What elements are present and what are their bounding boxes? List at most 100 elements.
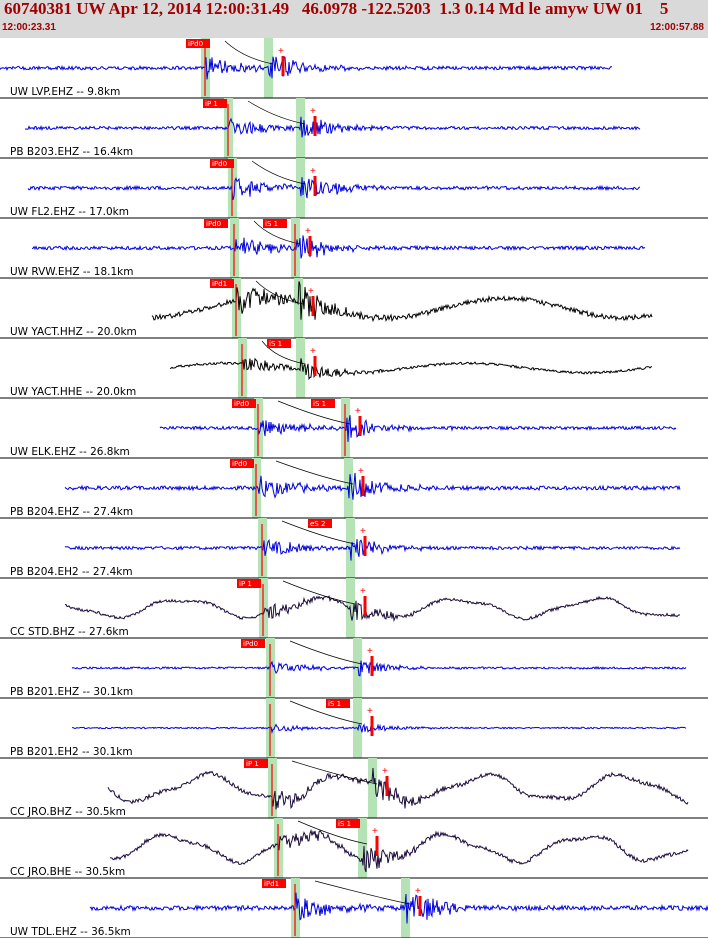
plus-marker: +	[358, 466, 364, 477]
trace-label: CC JRO.BHE -- 30.5km	[10, 866, 125, 878]
waveform	[0, 56, 613, 80]
pick-tag[interactable]	[308, 519, 332, 528]
waveform	[151, 281, 653, 323]
plus-marker: +	[310, 166, 316, 177]
waveform	[89, 892, 708, 924]
pick-label: iPd1	[212, 280, 227, 288]
pick-tag[interactable]	[237, 579, 261, 588]
pick-label: iP 1	[205, 100, 218, 108]
seismogram-panel: iPd0 + UW LVP.EHZ -- 9.8km iP 1 + PB B203.EHZ…	[0, 38, 708, 938]
pick-label: eS 2	[310, 520, 325, 528]
trace-row: iPd0 iS 1 + UW RVW.EHZ -- 18.1km	[0, 218, 708, 279]
pick-window	[358, 818, 367, 878]
pick-label: iS 1	[313, 400, 326, 408]
waveform	[159, 415, 677, 442]
plus-marker: +	[355, 406, 361, 417]
pick-label: iPd0	[212, 160, 227, 168]
plus-marker: +	[310, 346, 316, 357]
pick-label: iPd0	[232, 460, 247, 468]
plus-marker: +	[305, 226, 311, 237]
waveform	[31, 235, 646, 259]
trace-label: CC JRO.BHZ -- 30.5km	[10, 806, 126, 818]
pick-label: iP 1	[246, 760, 259, 768]
travel-time-curve	[247, 100, 306, 125]
trace-label: UW FL2.EHZ -- 17.0km	[10, 206, 129, 218]
pick-tag[interactable]	[210, 159, 234, 168]
trace-label: UW ELK.EHZ -- 26.8km	[10, 446, 130, 458]
pick-label: iPd0	[206, 220, 221, 228]
trace-label: PB B203.EHZ -- 16.4km	[10, 146, 133, 158]
trace-label: UW YACT.HHE -- 20.0km	[10, 386, 136, 398]
pick-label: iPd1	[264, 880, 279, 888]
pick-label: iS 1	[269, 340, 282, 348]
pick-tag[interactable]	[263, 219, 287, 228]
trace-row: iPd0 + PB B204.EHZ -- 27.4km	[0, 458, 708, 519]
pick-tag[interactable]	[203, 99, 227, 108]
pick-tag[interactable]	[262, 879, 286, 888]
trace-label: PB B204.EHZ -- 27.4km	[10, 506, 133, 518]
travel-time-curve	[291, 760, 378, 785]
pick-tag[interactable]	[267, 339, 291, 348]
pick-window	[294, 278, 303, 338]
pick-tag[interactable]	[204, 219, 228, 228]
trace-row: iP 1 + CC STD.BHZ -- 27.6km	[0, 578, 708, 639]
trace-label: PB B204.EH2 -- 27.4km	[10, 566, 133, 578]
waveform	[71, 660, 687, 677]
trace-row: iS 1 + UW YACT.HHE -- 20.0km	[0, 338, 708, 399]
pick-tag[interactable]	[232, 399, 256, 408]
pick-tag[interactable]	[326, 699, 350, 708]
plus-marker: +	[278, 46, 284, 57]
waveform	[24, 116, 641, 138]
waveform	[169, 357, 653, 381]
plus-marker: +	[367, 646, 373, 657]
pick-label: iPd0	[234, 400, 249, 408]
pick-label: iS 1	[328, 700, 341, 708]
waveform	[64, 595, 681, 623]
trace-row: iPd0 + PB B201.EHZ -- 30.1km	[0, 638, 708, 699]
trace-label: CC STD.BHZ -- 27.6km	[10, 626, 129, 638]
plus-marker: +	[372, 826, 378, 837]
trace-row: iPd1 + UW YACT.HHZ -- 20.0km	[0, 278, 708, 339]
trace-row: iPd1 + UW TDL.EHZ -- 36.5km	[0, 878, 708, 938]
trace-label: PB B201.EHZ -- 30.1km	[10, 686, 133, 698]
travel-time-curve	[224, 40, 274, 65]
pick-window	[368, 758, 377, 818]
trace-row: eS 2 + PB B204.EH2 -- 27.4km	[0, 518, 708, 579]
waveform	[64, 539, 681, 561]
plus-marker: +	[360, 586, 366, 597]
trace-row: iS 1 + PB B201.EH2 -- 30.1km	[0, 698, 708, 759]
travel-time-curve	[281, 520, 356, 545]
pick-tag[interactable]	[241, 639, 265, 648]
pick-tag[interactable]	[186, 39, 210, 48]
time-end: 12:00:57.88	[650, 22, 704, 33]
trace-label: PB B201.EH2 -- 30.1km	[10, 746, 133, 758]
travel-time-curve	[275, 460, 354, 485]
pick-tag[interactable]	[311, 399, 335, 408]
plus-marker: +	[367, 706, 373, 717]
trace-row: iP 1 + CC JRO.BHZ -- 30.5km	[0, 758, 708, 819]
waveform	[109, 828, 689, 873]
travel-time-curve	[251, 160, 306, 185]
trace-label: UW RVW.EHZ -- 18.1km	[10, 266, 134, 278]
plus-marker: +	[382, 766, 388, 777]
trace-row: iP 1 + PB B203.EHZ -- 16.4km	[0, 98, 708, 159]
trace-row: iS 1 + CC JRO.BHE -- 30.5km	[0, 818, 708, 879]
travel-time-curve	[297, 820, 368, 845]
pick-label: iP 1	[239, 580, 252, 588]
pick-tag[interactable]	[210, 279, 234, 288]
travel-time-curve	[314, 880, 411, 905]
pick-label: iS 1	[265, 220, 278, 228]
header-bar: 60740381 UW Apr 12, 2014 12:00:31.49 46.…	[0, 0, 708, 38]
travel-time-curve	[255, 280, 304, 305]
pick-tag[interactable]	[230, 459, 254, 468]
plus-marker: +	[308, 286, 314, 297]
waveform	[64, 472, 681, 500]
plus-marker: +	[360, 526, 366, 537]
pick-tag[interactable]	[336, 819, 360, 828]
pick-label: iPd0	[243, 640, 258, 648]
event-title: 60740381 UW Apr 12, 2014 12:00:31.49 46.…	[4, 0, 669, 18]
trace-label: UW YACT.HHZ -- 20.0km	[10, 326, 137, 338]
pick-label: iPd0	[188, 40, 203, 48]
trace-label: UW LVP.EHZ -- 9.8km	[10, 86, 120, 98]
pick-tag[interactable]	[244, 759, 268, 768]
